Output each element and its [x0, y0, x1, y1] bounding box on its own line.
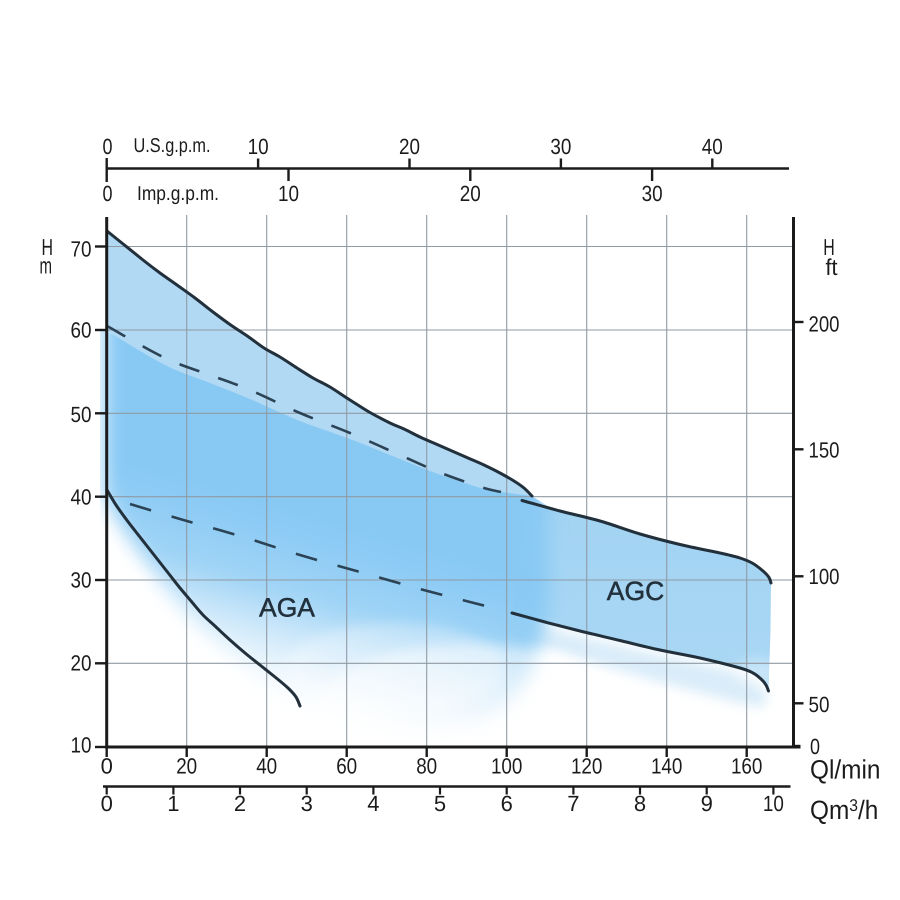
- svg-text:50: 50: [809, 692, 830, 717]
- svg-text:7: 7: [567, 791, 579, 816]
- svg-text:Ql/min: Ql/min: [810, 755, 880, 785]
- svg-text:ft: ft: [826, 254, 839, 280]
- svg-text:10: 10: [278, 181, 299, 206]
- svg-text:Imp.g.p.m.: Imp.g.p.m.: [137, 183, 219, 205]
- svg-text:50: 50: [71, 402, 92, 427]
- svg-text:5: 5: [434, 791, 446, 816]
- svg-text:6: 6: [501, 791, 513, 816]
- svg-text:200: 200: [809, 312, 840, 337]
- svg-text:Qm3/h: Qm3/h: [810, 795, 878, 825]
- svg-text:0: 0: [103, 181, 113, 206]
- svg-text:20: 20: [460, 181, 481, 206]
- svg-text:0: 0: [103, 134, 113, 159]
- svg-text:40: 40: [702, 134, 723, 159]
- svg-text:20: 20: [71, 650, 92, 675]
- svg-text:9: 9: [701, 791, 713, 816]
- svg-text:10: 10: [248, 134, 269, 159]
- svg-text:10: 10: [763, 791, 784, 816]
- svg-text:60: 60: [336, 754, 357, 779]
- svg-text:160: 160: [731, 754, 763, 779]
- svg-text:H: H: [823, 234, 835, 260]
- svg-text:30: 30: [642, 181, 663, 206]
- svg-text:10: 10: [71, 733, 92, 758]
- svg-text:H: H: [41, 234, 53, 260]
- svg-text:70: 70: [71, 236, 92, 261]
- svg-text:0: 0: [101, 791, 113, 816]
- svg-text:80: 80: [416, 754, 437, 779]
- svg-text:1: 1: [167, 791, 179, 816]
- svg-text:40: 40: [256, 754, 277, 779]
- svg-text:4: 4: [367, 791, 379, 816]
- svg-text:140: 140: [651, 754, 683, 779]
- svg-text:U.S.g.p.m.: U.S.g.p.m.: [134, 135, 211, 157]
- svg-text:8: 8: [634, 791, 646, 816]
- svg-text:AGC: AGC: [607, 576, 664, 606]
- svg-text:AGA: AGA: [259, 593, 315, 623]
- svg-text:20: 20: [176, 754, 197, 779]
- svg-text:40: 40: [71, 485, 92, 510]
- svg-text:0: 0: [101, 754, 113, 779]
- svg-text:150: 150: [809, 438, 840, 463]
- svg-text:3: 3: [301, 791, 313, 816]
- svg-text:100: 100: [491, 754, 523, 779]
- svg-text:20: 20: [399, 134, 420, 159]
- svg-text:120: 120: [571, 754, 603, 779]
- svg-text:30: 30: [550, 134, 571, 159]
- svg-text:m: m: [40, 253, 53, 279]
- svg-text:60: 60: [71, 317, 92, 342]
- svg-text:2: 2: [234, 791, 246, 816]
- svg-text:100: 100: [809, 564, 840, 589]
- svg-text:30: 30: [71, 567, 92, 592]
- svg-text:0: 0: [810, 734, 820, 759]
